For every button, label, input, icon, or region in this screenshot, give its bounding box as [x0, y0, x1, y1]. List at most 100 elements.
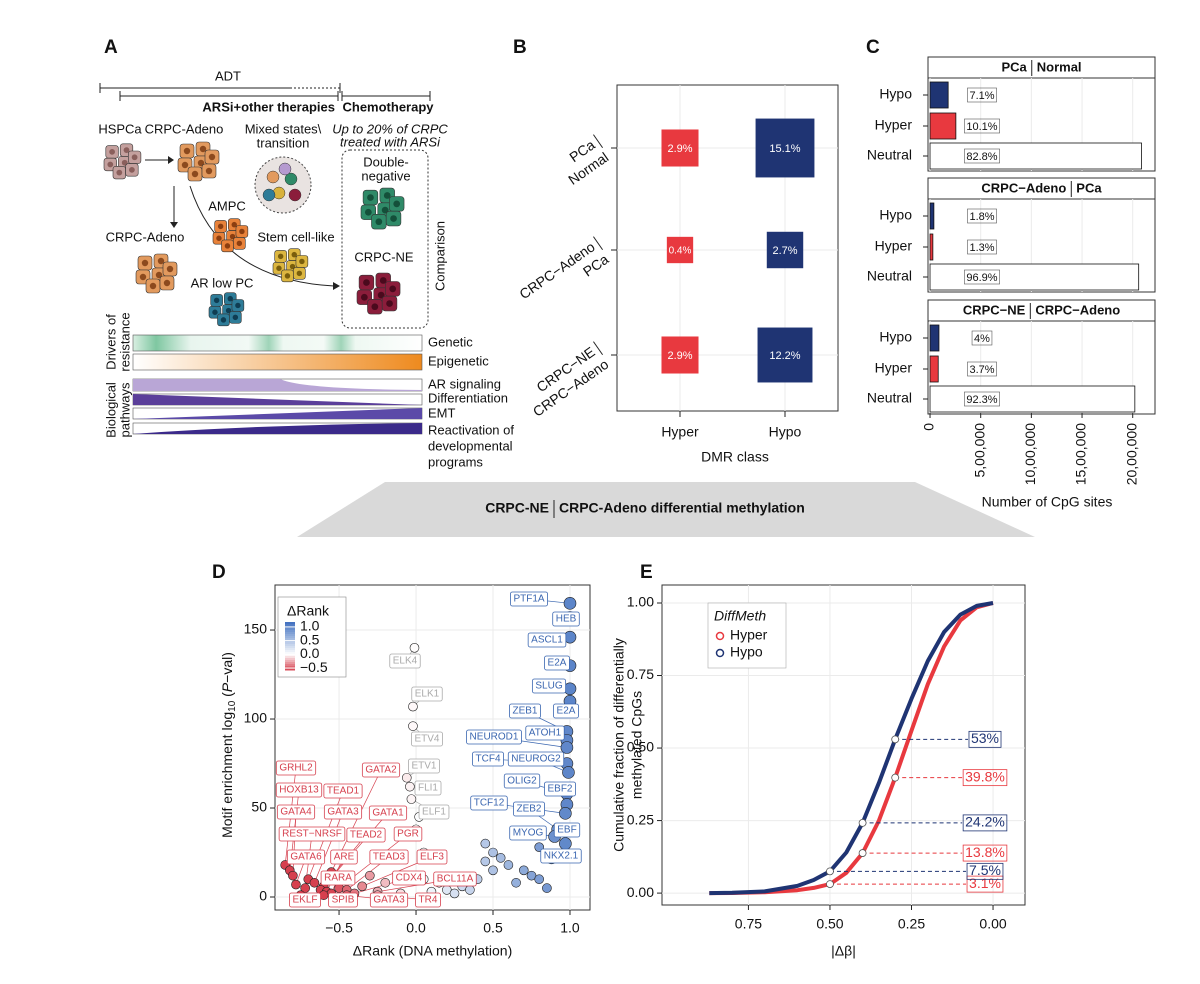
- value-label: 39.8%: [965, 768, 1005, 784]
- point-label-box: [276, 804, 316, 820]
- y-tick-label: 0: [259, 888, 267, 904]
- x-tick-label: 0.00: [979, 916, 1006, 932]
- nucleus: [217, 223, 224, 230]
- legend-label: 1.0: [300, 618, 320, 634]
- legend-title: ΔRank: [287, 603, 330, 619]
- point-label: ELK4: [393, 656, 418, 667]
- x-tick-label: 0.0: [406, 920, 426, 936]
- nucleus: [183, 147, 191, 155]
- point-label-box: [320, 870, 356, 886]
- value-label: 12.2%: [769, 350, 800, 362]
- point-label: ATOH1: [529, 728, 562, 739]
- point-label-box: [286, 849, 326, 865]
- point-label: TEAD1: [327, 786, 360, 797]
- point: [288, 870, 298, 881]
- point-label-box: [525, 725, 565, 741]
- track-label: Epigenetic: [428, 353, 489, 368]
- point-label-box: [527, 632, 567, 648]
- nucleus: [181, 161, 189, 169]
- comparison-box: [341, 149, 429, 329]
- point: [480, 856, 491, 867]
- point: [488, 847, 498, 858]
- note: Up to 20% of CRPC: [332, 121, 448, 136]
- marker: [826, 880, 834, 889]
- cell: [266, 170, 280, 184]
- tile: [666, 236, 694, 264]
- axis-title-part: (: [219, 692, 235, 701]
- bar: [929, 263, 1140, 291]
- colorbar-cell: [285, 632, 295, 635]
- point-label: TR4: [419, 895, 438, 906]
- point-label: HOXB13: [279, 785, 319, 796]
- label-box: [962, 814, 1008, 832]
- point-label-box: [553, 703, 579, 719]
- y-tick-label: 0.00: [627, 884, 654, 900]
- value-label: 10.1%: [966, 121, 997, 133]
- nucleus: [277, 253, 284, 260]
- panel-letter: C: [866, 37, 880, 58]
- axis-title-part: Motif enrichment log: [219, 712, 235, 838]
- point-label-box: [389, 653, 421, 669]
- label-box: [964, 148, 1000, 164]
- nucleus: [116, 169, 123, 176]
- value-label: 1.3%: [969, 242, 994, 254]
- nucleus: [236, 240, 243, 247]
- point-label-box: [509, 825, 547, 841]
- label-box: [964, 118, 1000, 134]
- point-label-box: [553, 822, 581, 838]
- label-box: [964, 391, 1000, 407]
- stage-label: Stem cell-like: [257, 229, 334, 244]
- nucleus: [291, 251, 297, 258]
- point: [406, 794, 417, 804]
- point-label-box: [323, 804, 363, 820]
- timeline-label: ADT: [215, 68, 241, 83]
- point-label-box: [411, 731, 443, 747]
- label-box: [966, 862, 1004, 880]
- nucleus: [205, 167, 213, 175]
- label-box: [964, 269, 1000, 285]
- y-tick-label: 0.25: [627, 811, 654, 827]
- nucleus: [379, 277, 387, 284]
- point: [401, 772, 412, 783]
- facet-title: CRPC−Adeno: [981, 180, 1066, 195]
- nucleus: [363, 279, 370, 286]
- comparison-label: Comparison: [432, 221, 447, 291]
- colorbar-cell: [285, 654, 295, 657]
- point-label-box: [470, 795, 508, 811]
- track: [132, 334, 423, 352]
- nucleus: [393, 200, 401, 208]
- colorbar-cell: [285, 656, 295, 659]
- legend-title: DiffMeth: [714, 608, 766, 624]
- point: [562, 766, 575, 779]
- nucleus: [166, 265, 174, 273]
- timeline-label: ARSi+other therapies: [202, 99, 335, 114]
- point-label: NKX2.1: [544, 851, 579, 862]
- y-tick-label: Hyper: [875, 117, 913, 133]
- bar: [929, 233, 934, 261]
- value-label: 24.2%: [965, 814, 1005, 830]
- track-shape: [133, 408, 422, 419]
- y-tick-label: 50: [251, 799, 267, 815]
- x-tick-label: 0.75: [735, 916, 762, 932]
- point-label-box: [552, 611, 580, 627]
- point-label-box: [330, 849, 358, 865]
- nucleus: [364, 208, 372, 216]
- nucleus: [390, 215, 397, 222]
- nucleus: [141, 259, 149, 267]
- separator: [593, 134, 604, 149]
- nucleus: [208, 153, 216, 161]
- point-label: E2A: [557, 706, 576, 717]
- stage-label: CRPC-Adeno: [145, 121, 224, 136]
- point-label: GATA2: [365, 765, 397, 776]
- point: [380, 877, 391, 888]
- y-tick-label: 0.50: [627, 739, 654, 755]
- panel-letter: A: [104, 37, 118, 58]
- x-tick-label: 15,00,000: [1073, 423, 1089, 485]
- point-label-box: [433, 871, 477, 887]
- point: [559, 837, 572, 850]
- point-label-box: [414, 780, 442, 796]
- point: [563, 597, 577, 610]
